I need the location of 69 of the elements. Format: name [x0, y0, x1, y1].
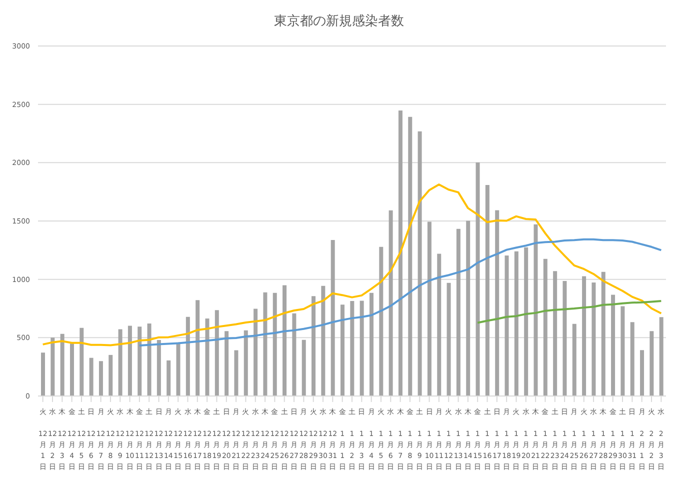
- bar: [582, 276, 586, 396]
- bar: [60, 334, 64, 396]
- bar: [514, 251, 518, 396]
- bar: [138, 326, 142, 396]
- bar: [282, 285, 287, 396]
- bar: [254, 308, 258, 396]
- bar: [80, 328, 84, 396]
- bar: [427, 222, 432, 396]
- bar: [312, 296, 316, 396]
- bar: [476, 162, 480, 396]
- chart-title: 東京都の新規感染者数: [273, 13, 405, 31]
- bar: [128, 326, 132, 396]
- bar: [272, 292, 277, 396]
- line-series: [42, 183, 662, 346]
- bar: [205, 318, 210, 396]
- bar: [41, 352, 45, 396]
- bar: [611, 294, 616, 396]
- bar: [524, 247, 528, 396]
- bar: [504, 256, 509, 396]
- bar: [534, 224, 538, 396]
- bar: [360, 300, 364, 396]
- bar: [572, 324, 576, 396]
- bar: [214, 310, 219, 396]
- bar: [176, 342, 180, 396]
- bar: [640, 350, 644, 396]
- bar: [601, 272, 606, 396]
- bar: [630, 322, 634, 396]
- bar: [553, 271, 558, 396]
- bar: [196, 300, 200, 396]
- line-series: [138, 238, 662, 346]
- bar: [418, 131, 422, 396]
- bar: [147, 324, 152, 396]
- bar: [620, 306, 625, 396]
- bar: [330, 240, 335, 396]
- bar: [466, 220, 470, 396]
- bar: [408, 116, 412, 396]
- bar: [650, 331, 654, 396]
- bar: [50, 338, 55, 396]
- bar: [263, 292, 268, 396]
- bar: [659, 317, 664, 396]
- bar: [70, 344, 74, 396]
- bar: [302, 340, 306, 396]
- bar: [98, 361, 103, 396]
- bar: [446, 282, 451, 396]
- bar: [388, 210, 393, 396]
- bar: [108, 354, 113, 396]
- bar: [186, 316, 190, 396]
- bar: [292, 313, 296, 396]
- bar: [562, 280, 567, 396]
- bar: [89, 358, 94, 396]
- bar: [234, 350, 238, 396]
- line-series: [476, 300, 662, 324]
- bar: [244, 330, 248, 396]
- bar: [156, 340, 161, 396]
- bar: [379, 246, 384, 396]
- bar: [118, 329, 122, 396]
- bar: [592, 282, 596, 396]
- bar: [321, 286, 326, 396]
- bar: [437, 254, 442, 396]
- bar: [166, 360, 171, 396]
- bar: [398, 110, 402, 396]
- bar: [456, 228, 460, 396]
- bar: [224, 331, 229, 396]
- bar: [543, 258, 548, 396]
- bar: [369, 292, 374, 396]
- bar: [485, 184, 490, 396]
- bar: [340, 304, 345, 396]
- bar: [350, 301, 354, 396]
- bar: [495, 210, 500, 396]
